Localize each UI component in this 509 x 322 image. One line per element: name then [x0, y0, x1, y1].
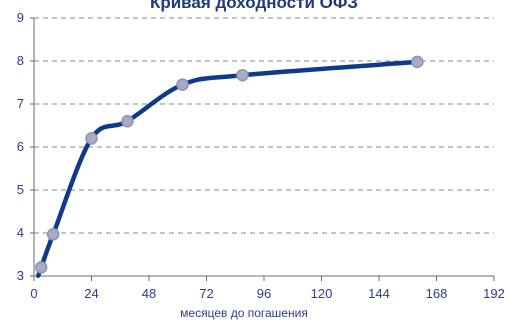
- y-axis-ticks: 3 4 5 6 7 8 9: [17, 10, 24, 283]
- x-tick-label: 48: [142, 286, 156, 301]
- data-point: [236, 68, 249, 82]
- x-axis-label: месяцев до погашения: [180, 306, 308, 320]
- axes: [30, 17, 495, 281]
- x-tick-label: 192: [483, 286, 505, 301]
- data-point: [176, 78, 189, 91]
- y-tick-label: 4: [17, 225, 24, 240]
- y-tick-label: 8: [17, 53, 24, 68]
- series-line: [35, 59, 420, 278]
- x-tick-label: 120: [311, 286, 333, 301]
- data-point: [411, 55, 424, 69]
- data-point: [46, 228, 60, 241]
- x-tick-label: 72: [199, 286, 213, 301]
- y-tick-label: 9: [17, 10, 24, 25]
- gridlines: [34, 17, 494, 234]
- chart-title: Кривая доходности ОФЗ: [150, 0, 358, 12]
- y-tick-label: 7: [17, 96, 24, 111]
- y-tick-label: 5: [17, 182, 24, 197]
- y-tick-label: 6: [17, 139, 24, 154]
- y-tick-label: 3: [17, 268, 24, 283]
- data-point: [85, 132, 98, 145]
- data-point: [34, 261, 48, 274]
- series-layer: [34, 55, 424, 278]
- data-point: [121, 114, 134, 128]
- x-tick-label: 24: [84, 286, 98, 301]
- x-tick-label: 144: [368, 286, 390, 301]
- x-tick-label: 168: [426, 286, 448, 301]
- x-tick-label: 0: [30, 286, 37, 301]
- x-tick-label: 96: [257, 286, 271, 301]
- x-axis-ticks: 0 24 48 72 96 120 144 168 192: [30, 286, 504, 301]
